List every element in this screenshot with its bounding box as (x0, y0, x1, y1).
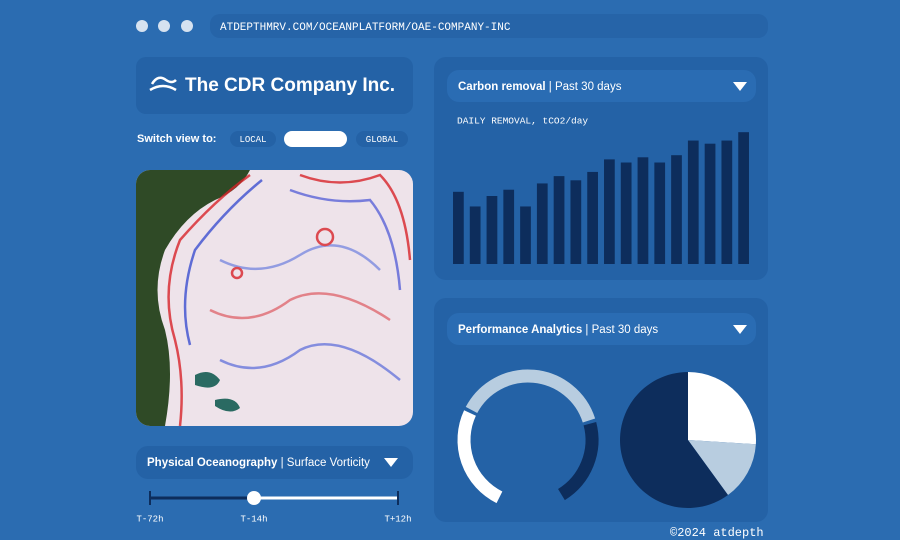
bar (536, 183, 548, 264)
slider-handle[interactable] (247, 491, 261, 505)
slider-label: T+12h (384, 514, 411, 524)
gauge (457, 369, 599, 504)
gauge-segment (457, 410, 503, 504)
pie-slice (620, 372, 728, 508)
chart-subtitle: DAILY REMOVAL, tCO2/day (457, 116, 588, 127)
view-option[interactable] (230, 131, 276, 147)
pie-chart (620, 372, 756, 508)
window-dot (136, 20, 148, 32)
pie-slice (688, 372, 756, 445)
view-option-label: REGIONAL (294, 135, 337, 145)
performance-dropdown[interactable] (447, 313, 756, 345)
bar (453, 191, 464, 264)
carbon-panel (434, 57, 768, 280)
view-option[interactable] (284, 131, 347, 147)
view-switch: LOCAL REGIONAL GLOBAL (230, 131, 408, 147)
dropdown-arrow (733, 82, 747, 91)
view-option-label: GLOBAL (366, 135, 398, 145)
gauge-segment (465, 369, 596, 423)
bar (620, 162, 632, 264)
slider-label: T-14h (240, 514, 267, 524)
bar (520, 206, 531, 264)
company-name: The CDR Company Inc. (185, 75, 395, 96)
dropdown-arrow (384, 458, 398, 467)
gauge-segment (557, 422, 599, 501)
bar (469, 206, 481, 264)
view-option-label: LOCAL (239, 135, 266, 145)
company-logo (149, 76, 177, 92)
performance-dropdown-text: Performance Analytics | Past 30 days (458, 324, 658, 336)
time-slider: T-72h T-14h T+12h (136, 491, 412, 524)
bar (721, 140, 733, 264)
carbon-dropdown-text: Carbon removal | Past 30 days (458, 81, 622, 93)
window-dot (158, 20, 170, 32)
bar-chart (453, 132, 749, 264)
view-option[interactable] (356, 131, 408, 147)
bar (486, 196, 498, 264)
pie-slice (688, 440, 756, 496)
bar (671, 155, 682, 264)
bar (637, 157, 649, 264)
dropdown-arrow (733, 325, 747, 334)
layer-dropdown[interactable] (136, 446, 413, 479)
bar (570, 180, 582, 264)
bar (503, 189, 515, 264)
bar (654, 162, 666, 264)
bar (553, 176, 565, 264)
bar (587, 171, 598, 264)
footer: ©2024 atdepth (670, 526, 764, 540)
window-dot (181, 20, 193, 32)
url: ATDEPTHMRV.COM/OCEANPLATFORM/OAE-COMPANY… (220, 22, 511, 34)
carbon-dropdown[interactable] (447, 70, 756, 102)
company-card (136, 57, 413, 114)
map (136, 170, 413, 426)
bar (687, 140, 699, 264)
bar (604, 159, 615, 264)
slider-label: T-72h (136, 514, 163, 524)
url-bar[interactable] (210, 14, 768, 38)
switch-label: Switch view to: (137, 133, 216, 145)
bar (738, 132, 749, 264)
bar (704, 143, 716, 264)
layer-dropdown-text: Physical Oceanography | Surface Vorticit… (147, 457, 370, 469)
